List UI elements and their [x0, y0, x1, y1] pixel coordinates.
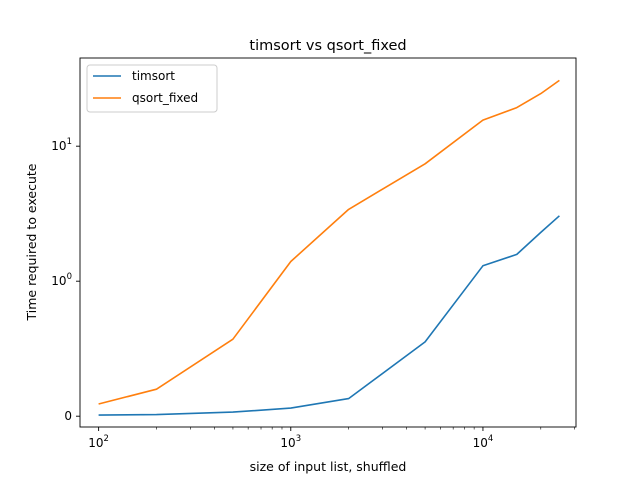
x-tick-label: 102: [88, 434, 109, 450]
legend: timsort qsort_fixed: [86, 64, 218, 113]
y-axis-label: Time required to execute: [24, 163, 39, 321]
y-tick-label: 0: [64, 409, 72, 423]
y-tick-label: 100: [51, 272, 72, 288]
x-axis-ticks: 102 103 104: [88, 427, 575, 450]
x-tick-label: 103: [280, 434, 301, 450]
series-line-timsort: [98, 215, 560, 416]
legend-label-qsort-fixed: qsort_fixed: [132, 91, 198, 105]
plot-frame: [79, 57, 577, 428]
series-line-qsort-fixed: [98, 79, 560, 405]
legend-label-timsort: timsort: [132, 69, 175, 83]
y-tick-label: 101: [51, 137, 72, 153]
x-tick-label: 104: [473, 434, 494, 450]
plot-marks: [98, 79, 560, 416]
chart-title: timsort vs qsort_fixed: [249, 38, 406, 54]
x-axis-label: size of input list, shuffled: [250, 459, 407, 474]
y-axis-ticks: 0 100 101: [51, 137, 80, 423]
